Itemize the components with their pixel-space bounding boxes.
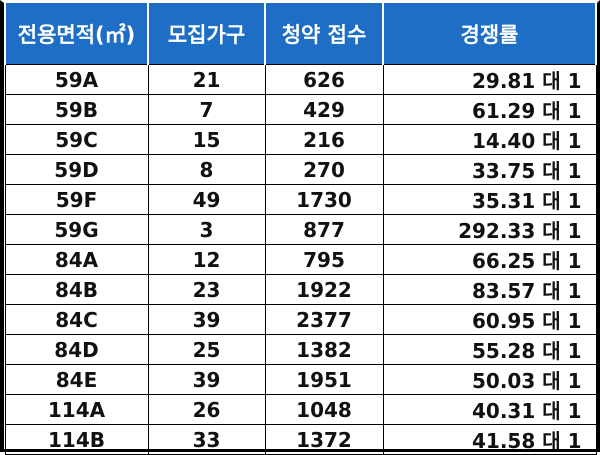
cell-units: 15: [147, 124, 266, 155]
cell-rate: 41.58 대 1: [382, 424, 597, 455]
cell-rate: 50.03 대 1: [382, 364, 597, 395]
cell-rate: 33.75 대 1: [382, 154, 597, 185]
cell-rate: 60.95 대 1: [382, 304, 597, 335]
header-area: 전용면적(㎡): [4, 3, 149, 65]
cell-rate: 35.31 대 1: [382, 184, 597, 215]
table-row: 114A 26 1048 40.31 대 1: [4, 394, 597, 425]
cell-rate: 83.57 대 1: [382, 274, 597, 305]
cell-applications: 2377: [264, 304, 384, 335]
cell-type: 59D: [4, 154, 149, 185]
header-rate: 경쟁률: [382, 3, 597, 65]
cell-rate: 292.33 대 1: [382, 214, 597, 245]
table-header-row: 전용면적(㎡) 모집가구 청약 접수 경쟁률: [4, 3, 597, 65]
cell-type: 59F: [4, 184, 149, 215]
cell-units: 8: [147, 154, 266, 185]
table-row: 84E 39 1951 50.03 대 1: [4, 364, 597, 395]
cell-units: 26: [147, 394, 266, 425]
cell-rate: 55.28 대 1: [382, 334, 597, 365]
cell-applications: 1382: [264, 334, 384, 365]
cell-rate: 29.81 대 1: [382, 64, 597, 95]
cell-type: 114A: [4, 394, 149, 425]
cell-units: 39: [147, 364, 266, 395]
cell-applications: 216: [264, 124, 384, 155]
cell-applications: 795: [264, 244, 384, 275]
cell-type: 59A: [4, 64, 149, 95]
table-row: 59B 7 429 61.29 대 1: [4, 94, 597, 125]
cell-type: 59G: [4, 214, 149, 245]
cell-type: 84E: [4, 364, 149, 395]
cell-type: 59C: [4, 124, 149, 155]
table-row: 59F 49 1730 35.31 대 1: [4, 184, 597, 215]
cell-units: 49: [147, 184, 266, 215]
cell-type: 84B: [4, 274, 149, 305]
cell-applications: 1922: [264, 274, 384, 305]
competition-rate-table: 전용면적(㎡) 모집가구 청약 접수 경쟁률 59A 21 626 29.81 대 1…: [4, 3, 597, 455]
cell-units: 7: [147, 94, 266, 125]
cell-applications: 1951: [264, 364, 384, 395]
cell-rate: 66.25 대 1: [382, 244, 597, 275]
cell-applications: 1372: [264, 424, 384, 455]
table-row: 84A 12 795 66.25 대 1: [4, 244, 597, 275]
header-applications: 청약 접수: [264, 3, 384, 65]
cell-rate: 61.29 대 1: [382, 94, 597, 125]
cell-applications: 626: [264, 64, 384, 95]
cell-units: 33: [147, 424, 266, 455]
table-row: 114B 33 1372 41.58 대 1: [4, 424, 597, 455]
cell-rate: 40.31 대 1: [382, 394, 597, 425]
table-row: 84D 25 1382 55.28 대 1: [4, 334, 597, 365]
cell-units: 3: [147, 214, 266, 245]
table-row: 59G 3 877 292.33 대 1: [4, 214, 597, 245]
cell-type: 84A: [4, 244, 149, 275]
cell-units: 39: [147, 304, 266, 335]
cell-units: 23: [147, 274, 266, 305]
cell-applications: 877: [264, 214, 384, 245]
table-row: 84C 39 2377 60.95 대 1: [4, 304, 597, 335]
cell-type: 114B: [4, 424, 149, 455]
cell-applications: 1048: [264, 394, 384, 425]
cell-units: 25: [147, 334, 266, 365]
cell-type: 84D: [4, 334, 149, 365]
table-row: 59A 21 626 29.81 대 1: [4, 64, 597, 95]
table-row: 84B 23 1922 83.57 대 1: [4, 274, 597, 305]
cell-units: 21: [147, 64, 266, 95]
cell-units: 12: [147, 244, 266, 275]
cell-rate: 14.40 대 1: [382, 124, 597, 155]
cell-applications: 1730: [264, 184, 384, 215]
cell-applications: 270: [264, 154, 384, 185]
cell-type: 84C: [4, 304, 149, 335]
cell-applications: 429: [264, 94, 384, 125]
table-row: 59D 8 270 33.75 대 1: [4, 154, 597, 185]
header-units: 모집가구: [147, 3, 266, 65]
cell-type: 59B: [4, 94, 149, 125]
table-row: 59C 15 216 14.40 대 1: [4, 124, 597, 155]
